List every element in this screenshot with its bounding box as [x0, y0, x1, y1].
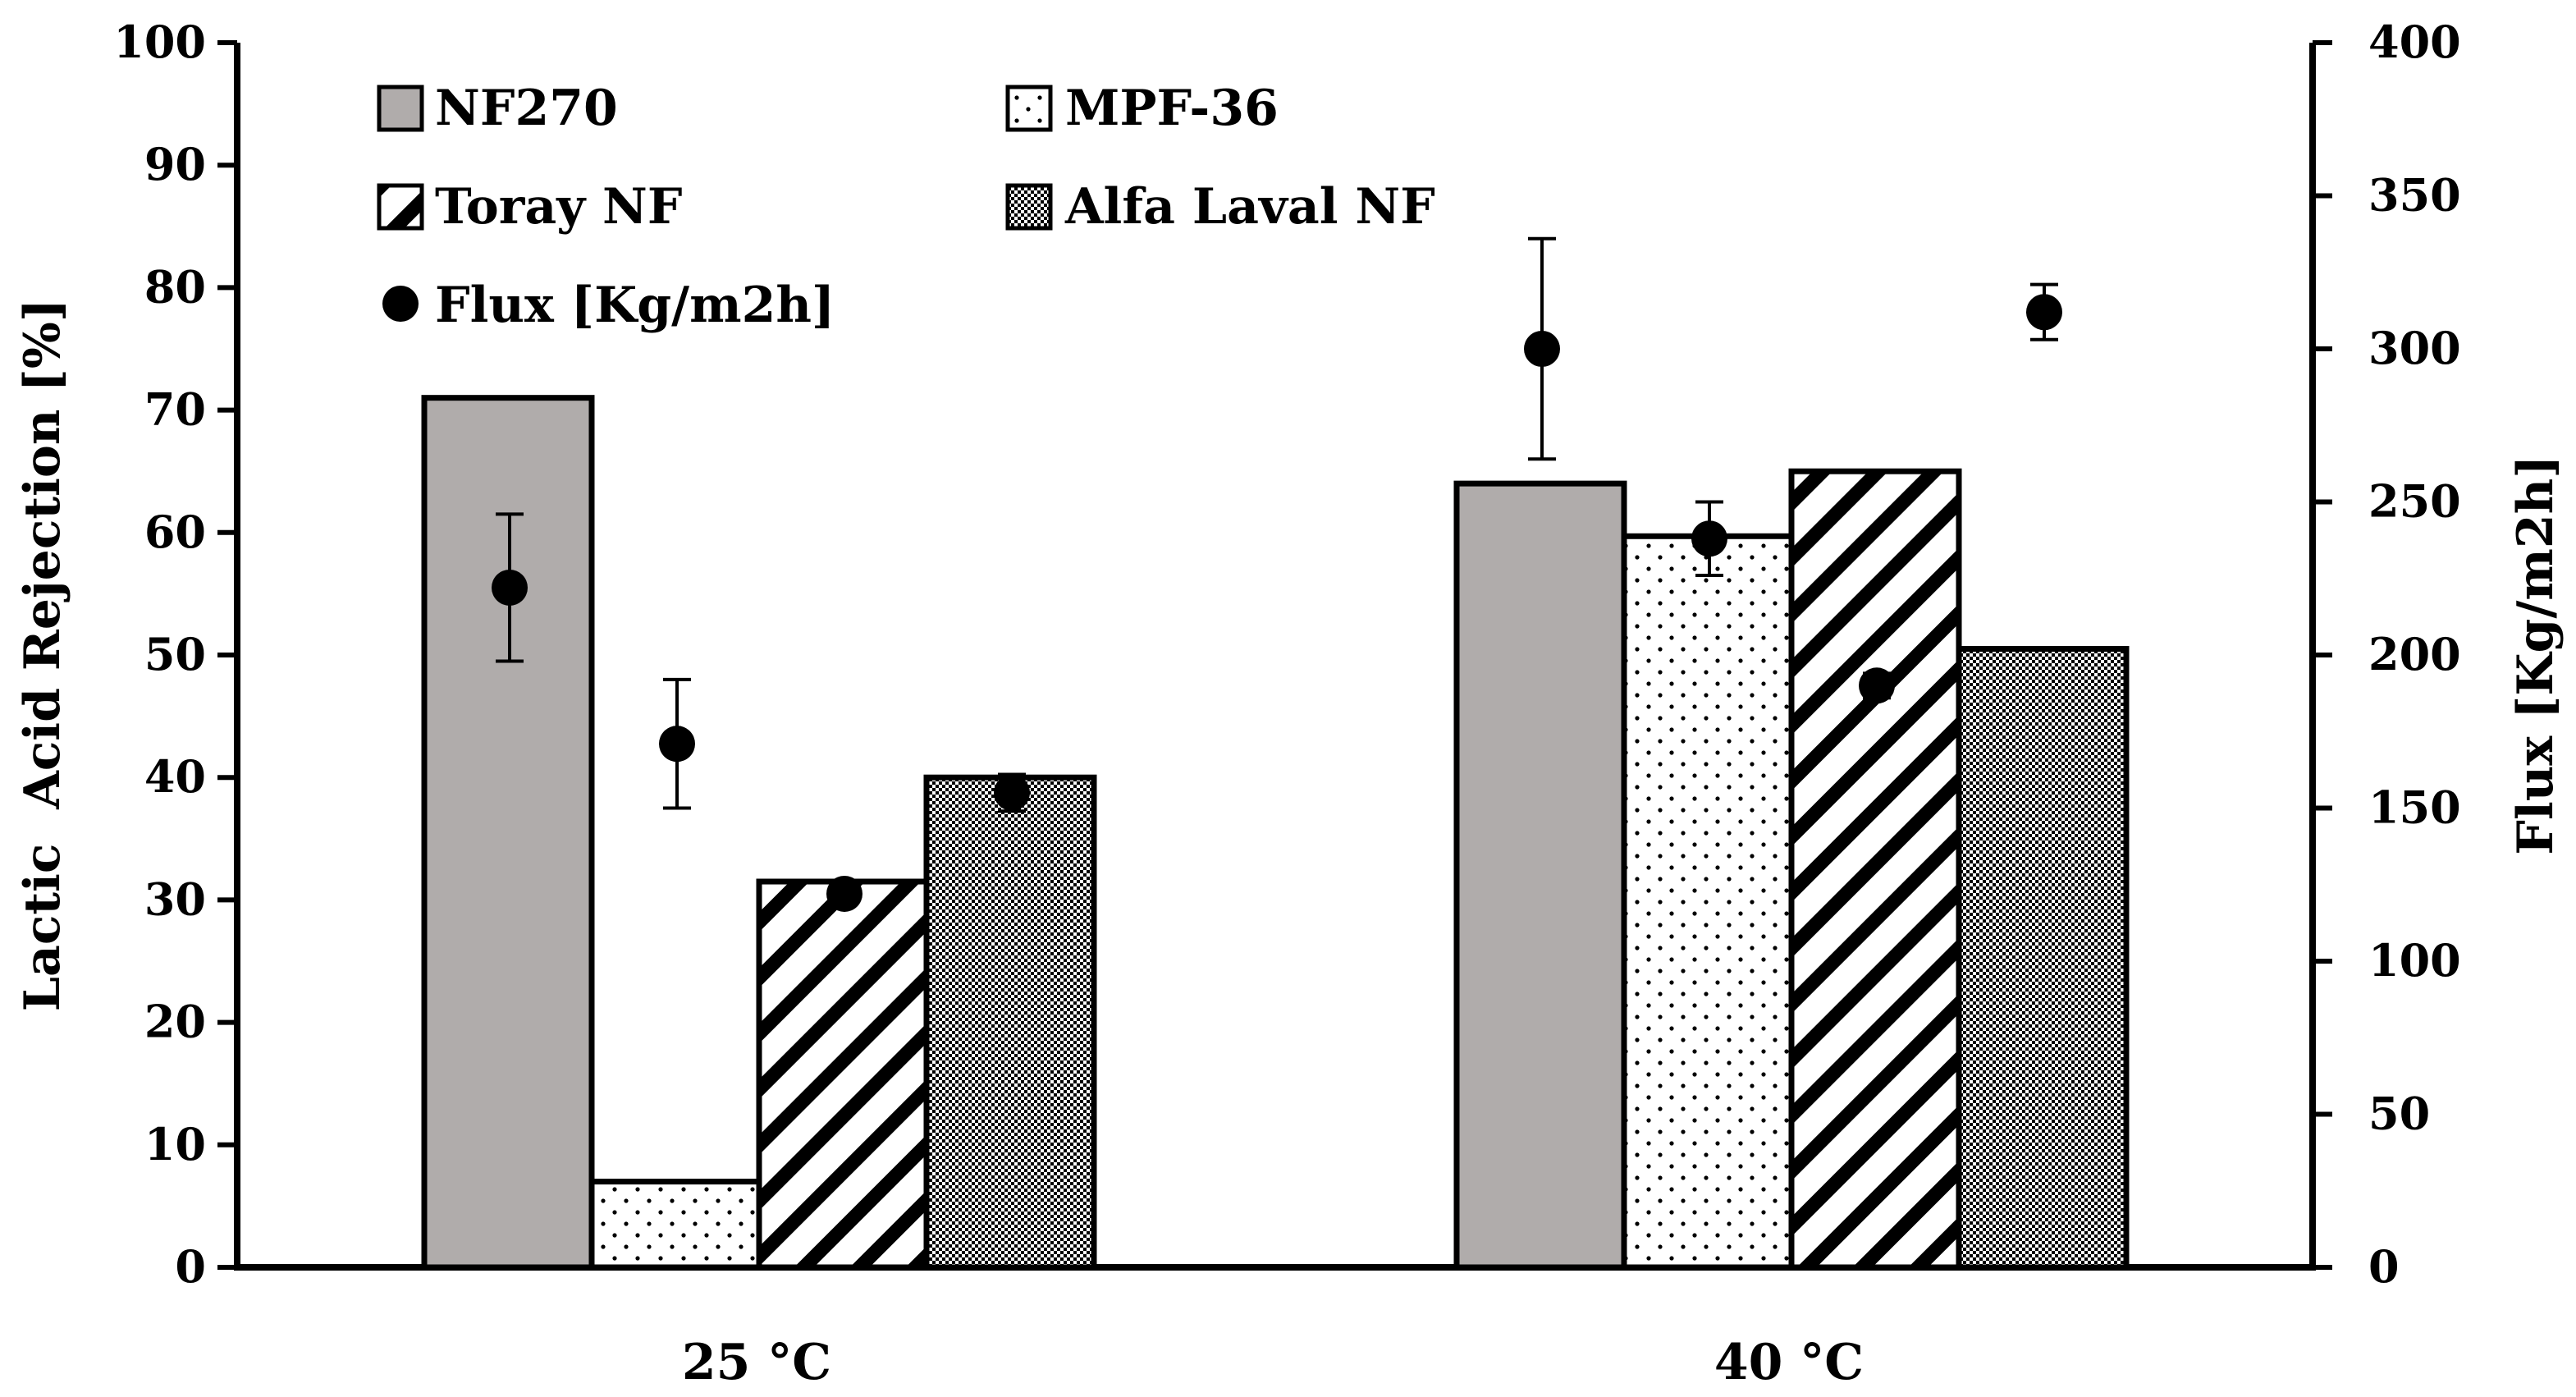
y-tick-label: 100	[113, 16, 206, 68]
y2-tick-label: 200	[2368, 628, 2461, 680]
bar-mpf36-40c	[1621, 533, 1795, 1271]
flux-point	[1524, 331, 1560, 367]
legend-label-flux: Flux [Kg/m2h]	[435, 277, 835, 334]
flux-point	[2026, 294, 2062, 331]
flux-point	[1859, 667, 1895, 704]
y-tick-label: 60	[144, 506, 206, 558]
y-tick-label: 50	[144, 628, 206, 680]
legend-swatch-mpf36	[1005, 85, 1053, 132]
flux-point	[1691, 520, 1727, 557]
legend-swatch-toray	[377, 183, 424, 231]
category-label-40c: 40 °C	[1714, 1334, 1864, 1391]
y-tick-label: 80	[144, 260, 206, 313]
category-label-25c: 25 °C	[682, 1334, 831, 1391]
flux-point	[826, 875, 862, 912]
legend-label-alfalaval: Alfa Laval NF	[1064, 178, 1435, 236]
bar-mpf36-25c	[588, 1179, 762, 1271]
y2-tick-label: 150	[2368, 781, 2461, 834]
legend-swatch-nf270	[377, 85, 424, 132]
y-tick-label: 70	[144, 383, 206, 436]
y2-axis-title: Flux [Kg/m2h]	[2507, 455, 2565, 854]
y2-tick-label: 0	[2368, 1240, 2400, 1293]
flux-point	[994, 774, 1030, 811]
y-tick-label: 10	[144, 1118, 206, 1170]
y2-tick-label: 50	[2368, 1088, 2430, 1140]
bar-toray-40c	[1788, 468, 1962, 1271]
bar-nf270-40c	[1453, 480, 1627, 1271]
y2-tick-label: 400	[2368, 16, 2461, 68]
flux-point	[659, 726, 695, 763]
y-tick-label: 20	[144, 996, 206, 1048]
y2-tick-label: 350	[2368, 169, 2461, 222]
legend-label-mpf36: MPF-36	[1065, 80, 1279, 137]
y-tick-label: 90	[144, 138, 206, 190]
y-tick-label: 30	[144, 873, 206, 925]
legend-marker-flux	[382, 286, 419, 322]
y2-tick-label: 100	[2368, 934, 2461, 987]
legend-label-nf270: NF270	[435, 80, 618, 137]
legend-swatch-alfalaval	[1005, 183, 1053, 231]
bar-alfalaval-25c	[923, 774, 1097, 1271]
y2-tick-label: 300	[2368, 322, 2461, 374]
flux-point	[492, 569, 528, 606]
y-tick-label: 40	[144, 750, 206, 803]
bar-toray-25c	[756, 878, 930, 1271]
legend-label-toray: Toray NF	[435, 178, 682, 236]
y2-tick-label: 250	[2368, 475, 2461, 528]
y-tick-label: 0	[175, 1240, 206, 1293]
legend: NF270 MPF-36 Toray NF Alfa Laval NF Flux…	[377, 80, 1435, 334]
bar-alfalaval-40c	[1956, 646, 2130, 1271]
y-axis-title: Lactic Acid Rejection [%]	[14, 299, 71, 1011]
